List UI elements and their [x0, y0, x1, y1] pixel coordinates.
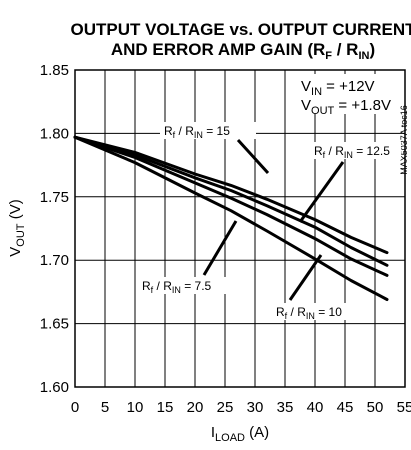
x-tick-label: 15 — [157, 399, 174, 416]
y-tick-label: 1.70 — [40, 252, 69, 269]
x-tick-label: 50 — [367, 399, 384, 416]
series-label-15: Rf / RIN = 15 — [160, 122, 270, 175]
arrow-10 — [288, 254, 323, 301]
grid — [74, 69, 406, 388]
x-tick-label: 35 — [277, 399, 294, 416]
x-tick-labels: 0 5 10 15 20 25 30 35 40 45 50 55 — [71, 399, 411, 416]
svg-text:Rf / RIN = 12.5: Rf / RIN = 12.5 — [314, 144, 390, 160]
chart-title-line1: OUTPUT VOLTAGE vs. OUTPUT CURRENT — [70, 20, 411, 39]
y-tick-label: 1.75 — [40, 189, 69, 206]
x-tick-label: 40 — [307, 399, 324, 416]
y-tick-label: 1.85 — [40, 62, 69, 79]
y-tick-label: 1.60 — [40, 379, 69, 396]
condition-vin: VIN = +12V — [301, 78, 375, 98]
series-label-7-5: Rf / RIN = 7.5 — [139, 220, 238, 295]
side-code: MAX5037A toc16 — [399, 105, 409, 175]
arrow-15 — [236, 138, 270, 175]
chart-title-line2: AND ERROR AMP GAIN (RF / RIN) — [111, 40, 375, 62]
x-tick-label: 5 — [101, 399, 109, 416]
arrow-12-5 — [298, 161, 345, 223]
conditions-box — [296, 74, 395, 114]
y-tick-labels: 1.60 1.65 1.70 1.75 1.80 1.85 — [40, 62, 69, 396]
arrow-7-5 — [202, 220, 238, 276]
series-line-1 — [73, 135, 389, 267]
x-tick-label: 20 — [187, 399, 204, 416]
series-line-0 — [73, 135, 389, 255]
x-axis-label: ILOAD (A) — [211, 424, 269, 444]
x-tick-label: 0 — [71, 399, 79, 416]
x-tick-label: 55 — [397, 399, 411, 416]
x-tick-label: 25 — [217, 399, 234, 416]
condition-vout: VOUT = +1.8V — [301, 97, 391, 117]
svg-text:Rf / RIN = 10: Rf / RIN = 10 — [276, 305, 342, 321]
plot-frame — [74, 69, 406, 388]
series-line-3 — [73, 135, 389, 301]
x-tick-label: 10 — [127, 399, 144, 416]
series-label-10: Rf / RIN = 10 — [273, 254, 365, 321]
svg-text:Rf / RIN = 7.5: Rf / RIN = 7.5 — [142, 279, 212, 295]
x-tick-label: 45 — [337, 399, 354, 416]
y-axis-label: VOUT (V) — [7, 199, 27, 256]
svg-text:Rf / RIN = 15: Rf / RIN = 15 — [164, 124, 230, 140]
series-label-12-5: Rf / RIN = 12.5 — [298, 142, 401, 223]
x-tick-label: 30 — [247, 399, 264, 416]
y-tick-label: 1.80 — [40, 125, 69, 142]
series-group — [73, 135, 389, 301]
series-line-2 — [73, 135, 389, 277]
y-tick-label: 1.65 — [40, 316, 69, 333]
